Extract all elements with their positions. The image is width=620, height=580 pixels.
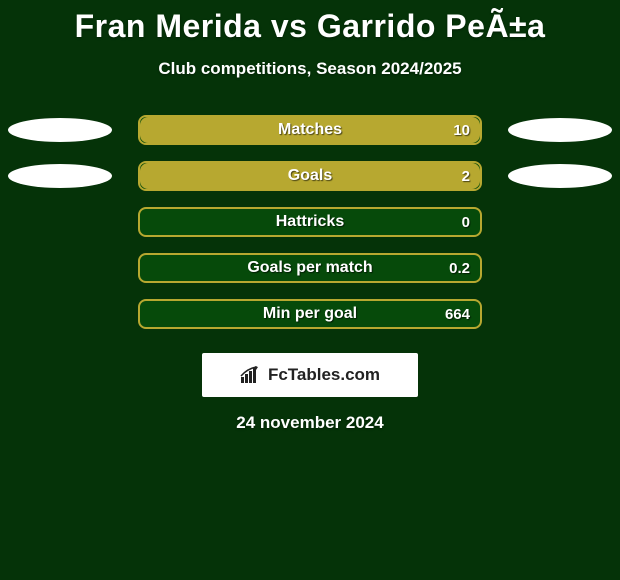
- stat-bar: Matches10: [138, 115, 482, 145]
- stat-row: Hattricks0: [0, 199, 620, 245]
- date-line: 24 november 2024: [0, 413, 620, 433]
- stat-row: Min per goal664: [0, 291, 620, 337]
- stat-bar: Goals per match0.2: [138, 253, 482, 283]
- subtitle: Club competitions, Season 2024/2025: [0, 59, 620, 79]
- branding-box[interactable]: FcTables.com: [202, 353, 418, 397]
- player-left-marker: [8, 164, 112, 188]
- player-left-marker: [8, 118, 112, 142]
- stat-row: Goals2: [0, 153, 620, 199]
- stat-label: Min per goal: [140, 301, 480, 327]
- stats-area: Matches10 Goals2 Hattricks0 Goals per match…: [0, 107, 620, 337]
- stat-row: Goals per match0.2: [0, 245, 620, 291]
- stat-row: Matches10: [0, 107, 620, 153]
- comparison-widget: Fran Merida vs Garrido PeÃ±a Club compet…: [0, 0, 620, 580]
- stat-bar-fill: [140, 163, 480, 189]
- stat-value: 0: [462, 209, 470, 235]
- stat-bar-fill: [140, 117, 480, 143]
- stat-bar: Min per goal664: [138, 299, 482, 329]
- stat-bar: Hattricks0: [138, 207, 482, 237]
- stat-bar: Goals2: [138, 161, 482, 191]
- page-title: Fran Merida vs Garrido PeÃ±a: [0, 8, 620, 45]
- branding-text: FcTables.com: [268, 365, 380, 385]
- stat-label: Hattricks: [140, 209, 480, 235]
- player-right-marker: [508, 118, 612, 142]
- stats-bars-icon: [240, 365, 262, 385]
- stat-label: Goals per match: [140, 255, 480, 281]
- player-right-marker: [508, 164, 612, 188]
- stat-value: 0.2: [449, 255, 470, 281]
- stat-value: 664: [445, 301, 470, 327]
